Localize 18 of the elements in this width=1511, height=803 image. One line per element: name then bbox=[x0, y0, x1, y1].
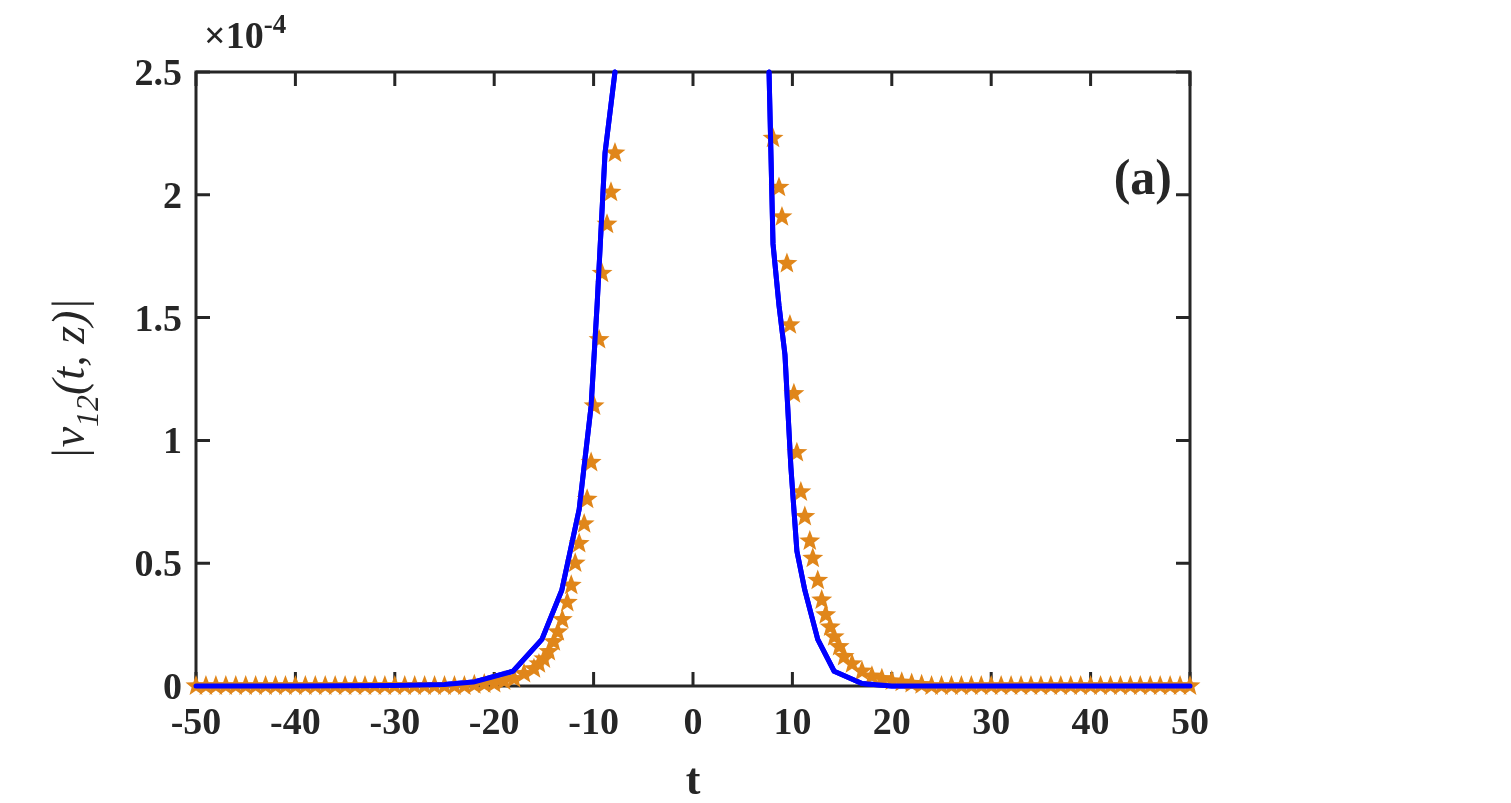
x-tick-label: -30 bbox=[369, 700, 421, 742]
x-tick-label: -10 bbox=[568, 700, 619, 742]
x-tick-label: 10 bbox=[773, 700, 812, 742]
x-tick-label: -40 bbox=[270, 700, 321, 742]
y-tick-label: 2 bbox=[163, 173, 182, 216]
x-tick-label: 30 bbox=[972, 700, 1011, 742]
y-tick-label: 1 bbox=[163, 419, 182, 462]
x-tick-label: 20 bbox=[872, 700, 911, 742]
x-tick-label: 0 bbox=[683, 700, 703, 742]
x-axis-title: t bbox=[685, 755, 701, 803]
x-tick-label: -20 bbox=[468, 700, 520, 742]
y-axis-title: |v12(t, z)| bbox=[43, 297, 105, 461]
x-tick-label: 50 bbox=[1171, 700, 1209, 742]
x-tick-label: 40 bbox=[1071, 700, 1110, 742]
y-tick-label: 0.5 bbox=[134, 542, 182, 585]
y-tick-label: 1.5 bbox=[134, 296, 182, 339]
y-tick-label: 2.5 bbox=[134, 51, 182, 93]
annotation: (a) bbox=[1113, 149, 1173, 205]
